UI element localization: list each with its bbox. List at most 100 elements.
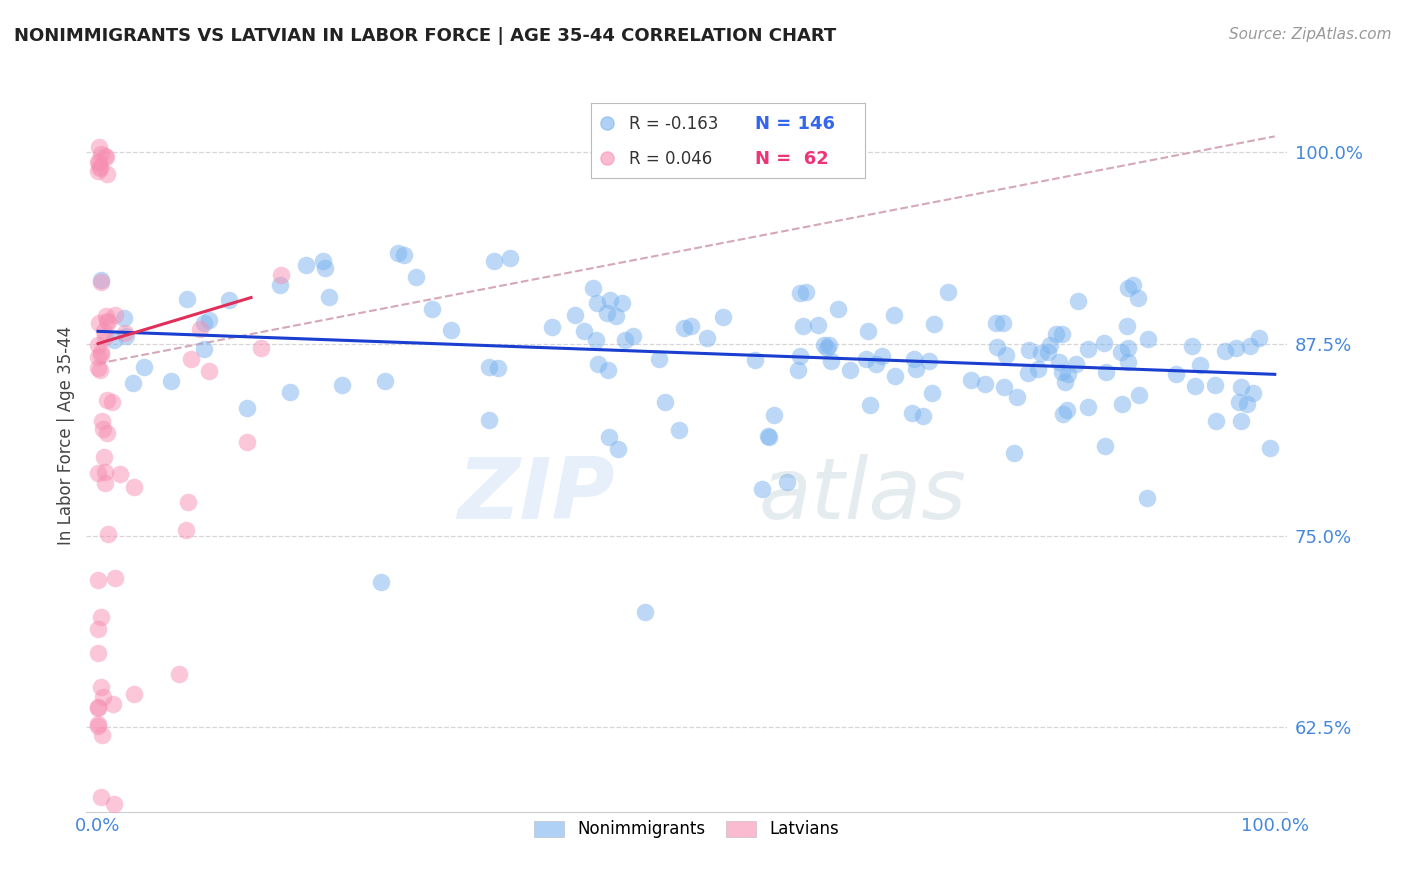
Point xyxy=(792,319,814,334)
Point xyxy=(1002,446,1025,460)
Point xyxy=(621,329,644,343)
Legend: Nonimmigrants, Latvians: Nonimmigrants, Latvians xyxy=(527,814,845,845)
Point xyxy=(1116,354,1139,368)
Point xyxy=(787,363,810,377)
Point xyxy=(582,281,605,295)
Point xyxy=(87,361,110,376)
Point xyxy=(817,338,839,352)
Point xyxy=(440,323,463,337)
Point xyxy=(177,495,200,509)
Point xyxy=(1225,341,1247,355)
Point xyxy=(758,429,780,443)
Point xyxy=(477,413,499,427)
Point xyxy=(332,377,354,392)
Point xyxy=(94,149,117,163)
Text: R = -0.163: R = -0.163 xyxy=(628,115,718,133)
Point xyxy=(596,305,619,319)
Point xyxy=(596,151,619,165)
Point xyxy=(884,369,907,384)
Point xyxy=(921,385,943,400)
Point xyxy=(94,465,117,479)
Point xyxy=(1204,378,1226,392)
Point xyxy=(855,352,877,367)
Point xyxy=(87,646,110,660)
Point xyxy=(87,154,110,169)
Point xyxy=(90,348,112,362)
Point xyxy=(789,349,811,363)
Point xyxy=(711,310,734,324)
Point xyxy=(198,313,221,327)
Point xyxy=(374,374,396,388)
Point xyxy=(96,425,118,440)
Point xyxy=(103,333,125,347)
Text: Source: ZipAtlas.com: Source: ZipAtlas.com xyxy=(1229,27,1392,42)
Point xyxy=(901,405,924,419)
Point xyxy=(883,308,905,322)
Point xyxy=(278,384,301,399)
Point xyxy=(922,317,945,331)
Point xyxy=(114,326,136,340)
Point xyxy=(1188,358,1211,372)
Point xyxy=(1181,339,1204,353)
Point xyxy=(318,291,340,305)
Point xyxy=(193,342,215,356)
Point xyxy=(541,320,564,334)
Point xyxy=(763,408,786,422)
Point xyxy=(108,467,131,482)
Point xyxy=(104,308,127,322)
Point xyxy=(596,362,619,376)
Point xyxy=(758,430,780,444)
Point xyxy=(986,340,1008,354)
Point xyxy=(97,315,120,329)
Point xyxy=(101,394,124,409)
Point xyxy=(89,161,111,175)
Point xyxy=(91,728,114,742)
Point xyxy=(91,414,114,428)
Point xyxy=(820,354,842,368)
Point xyxy=(270,268,292,282)
Point xyxy=(1116,281,1139,295)
Point xyxy=(789,286,811,301)
Point xyxy=(250,341,273,355)
Point xyxy=(104,570,127,584)
Point xyxy=(90,273,112,287)
Point xyxy=(478,359,501,374)
Point xyxy=(1230,414,1253,428)
Point xyxy=(97,526,120,541)
Point xyxy=(614,333,637,347)
Point xyxy=(370,574,392,589)
Point xyxy=(89,140,111,154)
Point xyxy=(101,697,124,711)
Point xyxy=(482,253,505,268)
Point xyxy=(572,324,595,338)
Point xyxy=(1017,366,1039,380)
Point xyxy=(1052,326,1074,341)
Point xyxy=(984,316,1007,330)
Point xyxy=(94,309,117,323)
Point xyxy=(1213,344,1236,359)
Point xyxy=(486,360,509,375)
Point xyxy=(122,480,145,494)
Point xyxy=(87,701,110,715)
Point xyxy=(218,293,240,307)
Point xyxy=(596,116,619,130)
Point xyxy=(269,278,291,293)
Point xyxy=(312,254,335,268)
Point xyxy=(904,362,927,376)
Point xyxy=(93,475,115,490)
Text: ZIP: ZIP xyxy=(457,454,614,537)
Point xyxy=(387,245,409,260)
Point xyxy=(499,252,522,266)
Point xyxy=(1116,341,1139,355)
Point xyxy=(1094,439,1116,453)
Text: NONIMMIGRANTS VS LATVIAN IN LABOR FORCE | AGE 35-44 CORRELATION CHART: NONIMMIGRANTS VS LATVIAN IN LABOR FORCE … xyxy=(14,27,837,45)
Point xyxy=(295,258,318,272)
Point xyxy=(1052,407,1074,421)
Point xyxy=(1047,355,1070,369)
Point xyxy=(585,334,607,348)
Point xyxy=(776,475,799,489)
Point xyxy=(870,349,893,363)
Point xyxy=(132,359,155,374)
Point xyxy=(586,358,609,372)
Point xyxy=(420,301,443,316)
